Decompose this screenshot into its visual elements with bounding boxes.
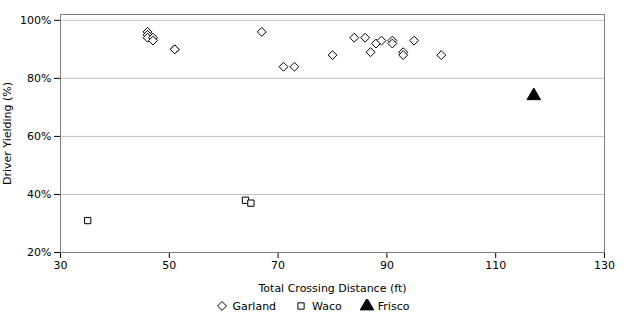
svg-text:30: 30 [54,259,68,272]
svg-text:Driver Yielding (%): Driver Yielding (%) [1,82,14,185]
svg-text:80%: 80% [27,72,51,85]
html-text:Garland: Garland [232,299,277,313]
svg-text:130: 130 [594,259,615,272]
svg-text:110: 110 [485,259,506,272]
svg-text:Total Crossing Distance (ft): Total Crossing Distance (ft) [257,282,406,295]
svg-text:70: 70 [271,259,285,272]
svg-text:60%: 60% [27,130,51,143]
svg-text:20%: 20% [27,246,51,259]
html-text:Frisco: Frisco [377,299,410,313]
svg-text:90: 90 [380,259,394,272]
svg-text:40%: 40% [27,188,51,201]
svg-text:50: 50 [162,259,176,272]
html-text:Waco: Waco [312,299,342,313]
svg-text:100%: 100% [20,14,51,27]
